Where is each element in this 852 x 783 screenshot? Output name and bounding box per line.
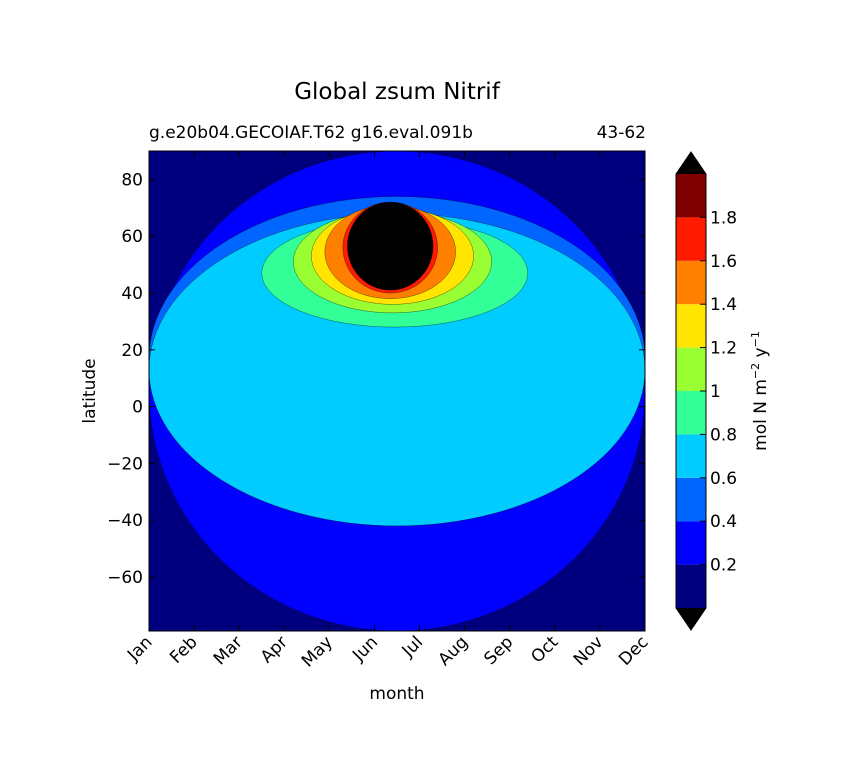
contour-fills	[149, 151, 645, 631]
colorbar-label-sup2: −1	[749, 331, 762, 347]
colorbar: 0.2 0.4 0.6 0.8 1 1.2 1.4 1.6 1.8	[675, 151, 737, 631]
colorbar-tick-label: 0.8	[710, 425, 737, 445]
contour-region-9	[347, 201, 434, 291]
y-tick-label: 0	[132, 398, 143, 418]
colorbar-segment	[676, 477, 706, 522]
x-tick-label: Nov	[570, 632, 608, 670]
x-tick-label: Apr	[257, 632, 292, 667]
colorbar-extend-top	[676, 152, 706, 174]
plot-area	[148, 150, 646, 632]
colorbar-tick-label: 0.4	[710, 512, 737, 532]
colorbar-segment	[676, 260, 706, 305]
y-axis: 80 60 40 20 0 −20 −40 −60	[107, 170, 645, 588]
colorbar-tick-label: 1.2	[710, 339, 737, 359]
y-tick-label: 60	[121, 227, 143, 247]
colorbar-segment	[676, 564, 706, 608]
y-axis-label: latitude	[80, 358, 100, 423]
colorbar-segment	[676, 304, 706, 348]
colorbar-label: mol N m−2 y−1	[749, 331, 771, 451]
colorbar-segment	[676, 174, 706, 218]
colorbar-segment	[676, 217, 706, 261]
y-tick-label: −60	[107, 568, 143, 588]
colorbar-label-base1: mol N m	[751, 379, 771, 451]
x-tick-label: Aug	[435, 632, 473, 670]
x-tick-label: Jul	[398, 632, 427, 661]
colorbar-segment	[676, 391, 706, 435]
colorbar-segment	[676, 347, 706, 391]
colorbar-tick-label: 1.6	[710, 252, 737, 272]
chart-title: Global zsum Nitrif	[294, 79, 500, 105]
x-tick-label: Oct	[527, 632, 562, 667]
y-tick-label: 40	[121, 284, 143, 304]
x-axis-label: month	[369, 684, 424, 704]
y-tick-label: −20	[107, 454, 143, 474]
colorbar-label-base2: y	[751, 347, 771, 362]
plot-frame	[148, 150, 646, 632]
x-tick-label: Jun	[348, 632, 382, 666]
colorbar-tick-label: 1.4	[710, 295, 737, 315]
x-tick-label: May	[298, 632, 337, 671]
y-tick-label: 80	[121, 170, 143, 190]
colorbar-extend-bottom	[676, 608, 706, 630]
colorbar-tick-label: 1.8	[710, 208, 737, 228]
colorbar-label-sup1: −2	[749, 363, 762, 379]
colorbar-tick-label: 1	[710, 382, 721, 402]
colorbar-tick-label: 0.6	[710, 469, 737, 489]
x-tick-label: Mar	[210, 632, 247, 669]
colorbar-segment	[676, 434, 706, 478]
x-tick-label: Feb	[166, 632, 201, 667]
y-tick-label: 20	[121, 341, 143, 361]
colorbar-segment	[676, 521, 706, 565]
chart-subtitle-right: 43-62	[597, 123, 646, 143]
x-tick-label: Jan	[123, 632, 156, 665]
colorbar-outline	[675, 151, 707, 631]
x-tick-label: Dec	[615, 632, 652, 669]
y-tick-label: −40	[107, 511, 143, 531]
x-tick-label: Sep	[480, 632, 517, 669]
colorbar-tick-label: 0.2	[710, 556, 737, 576]
chart-subtitle-left: g.e20b04.GECOIAF.T62 g16.eval.091b	[149, 123, 473, 143]
